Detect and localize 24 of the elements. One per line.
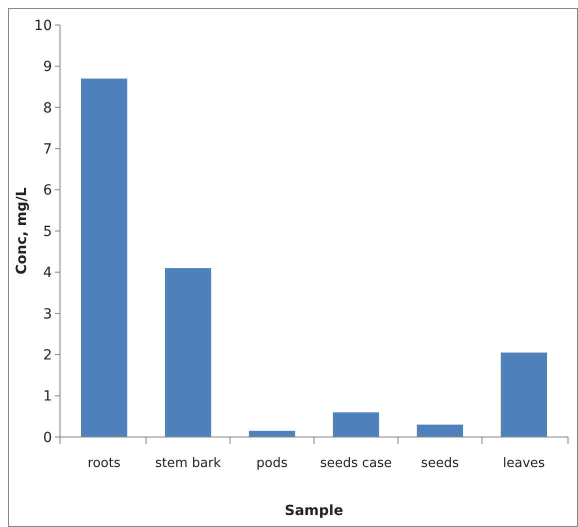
- x-tick-label: stem bark: [155, 456, 222, 471]
- y-tick-label: 5: [43, 224, 52, 240]
- y-tick-label: 4: [43, 265, 52, 282]
- x-tick-label: roots: [88, 456, 121, 471]
- y-tick-label: 8: [43, 100, 52, 116]
- x-tick-label: seeds case: [320, 456, 392, 471]
- x-tick-label: pods: [256, 456, 288, 471]
- x-tick-label: leaves: [502, 456, 546, 471]
- bar: [332, 412, 380, 437]
- bar: [80, 78, 128, 437]
- y-tick-label: 3: [43, 306, 52, 322]
- y-tick-label: 1: [43, 388, 52, 405]
- y-tick-label: 10: [34, 18, 52, 34]
- x-axis-title: Sample: [284, 503, 344, 519]
- bar: [416, 424, 464, 437]
- bar: [500, 352, 548, 437]
- y-tick-label: 0: [43, 430, 52, 446]
- bar: [164, 268, 212, 437]
- y-tick-label: 6: [43, 182, 52, 199]
- y-tick-label: 7: [43, 142, 52, 158]
- y-tick-label: 9: [43, 59, 52, 76]
- y-axis-title: Conc, mg/L: [14, 187, 30, 274]
- y-tick-label: 2: [43, 348, 52, 364]
- x-tick-label: seeds: [421, 456, 460, 471]
